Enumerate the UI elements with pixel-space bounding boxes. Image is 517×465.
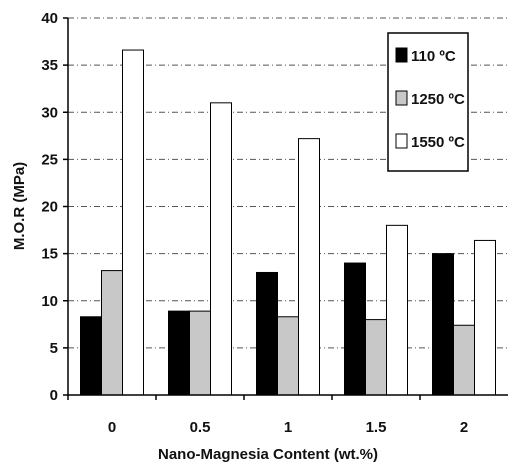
legend-swatch: [395, 47, 408, 63]
bar: [101, 270, 123, 396]
bar: [298, 138, 320, 396]
x-tick-label: 1.5: [366, 419, 387, 436]
bar: [80, 316, 102, 396]
x-tick-label: 0: [108, 419, 116, 436]
legend-label: 1550 ºC: [411, 134, 465, 151]
y-tick-label: 5: [50, 340, 58, 357]
y-tick-label: 20: [41, 199, 58, 216]
bar: [344, 262, 366, 396]
bar: [474, 239, 496, 396]
y-tick-label: 10: [41, 293, 58, 310]
x-axis-title: Nano-Magnesia Content (wt.%): [158, 446, 378, 463]
y-axis-title: M.O.R (MPa): [11, 162, 28, 250]
bars: [80, 49, 496, 396]
bar: [210, 102, 232, 396]
legend-swatch: [395, 90, 408, 106]
y-tick-label: 30: [41, 104, 58, 121]
bar: [168, 310, 190, 396]
bar: [256, 271, 278, 396]
x-tick-label: 2: [460, 419, 468, 436]
legend: 110 ºC 1250 ºC 1550 ºC: [387, 32, 469, 172]
legend-label: 110 ºC: [411, 48, 456, 65]
y-tick-label: 40: [41, 10, 58, 27]
bar: [365, 319, 387, 396]
y-tick-label: 0: [50, 387, 58, 404]
x-tick-label: 0.5: [190, 419, 211, 436]
bar: [122, 49, 144, 396]
y-tick-label: 15: [41, 246, 58, 263]
y-tick-label: 25: [41, 151, 58, 168]
ticks: 0 5 10 15 20 25 30 35 40 0 0.5 1 1.5 2: [41, 10, 468, 436]
legend-label: 1250 ºC: [411, 91, 465, 108]
bar: [432, 253, 454, 396]
bar: [277, 316, 299, 396]
y-tick-label: 35: [41, 57, 58, 74]
x-tick-label: 1: [284, 419, 292, 436]
bar: [453, 324, 475, 396]
bar: [386, 224, 408, 396]
bar: [189, 310, 211, 396]
legend-swatch: [395, 133, 408, 149]
